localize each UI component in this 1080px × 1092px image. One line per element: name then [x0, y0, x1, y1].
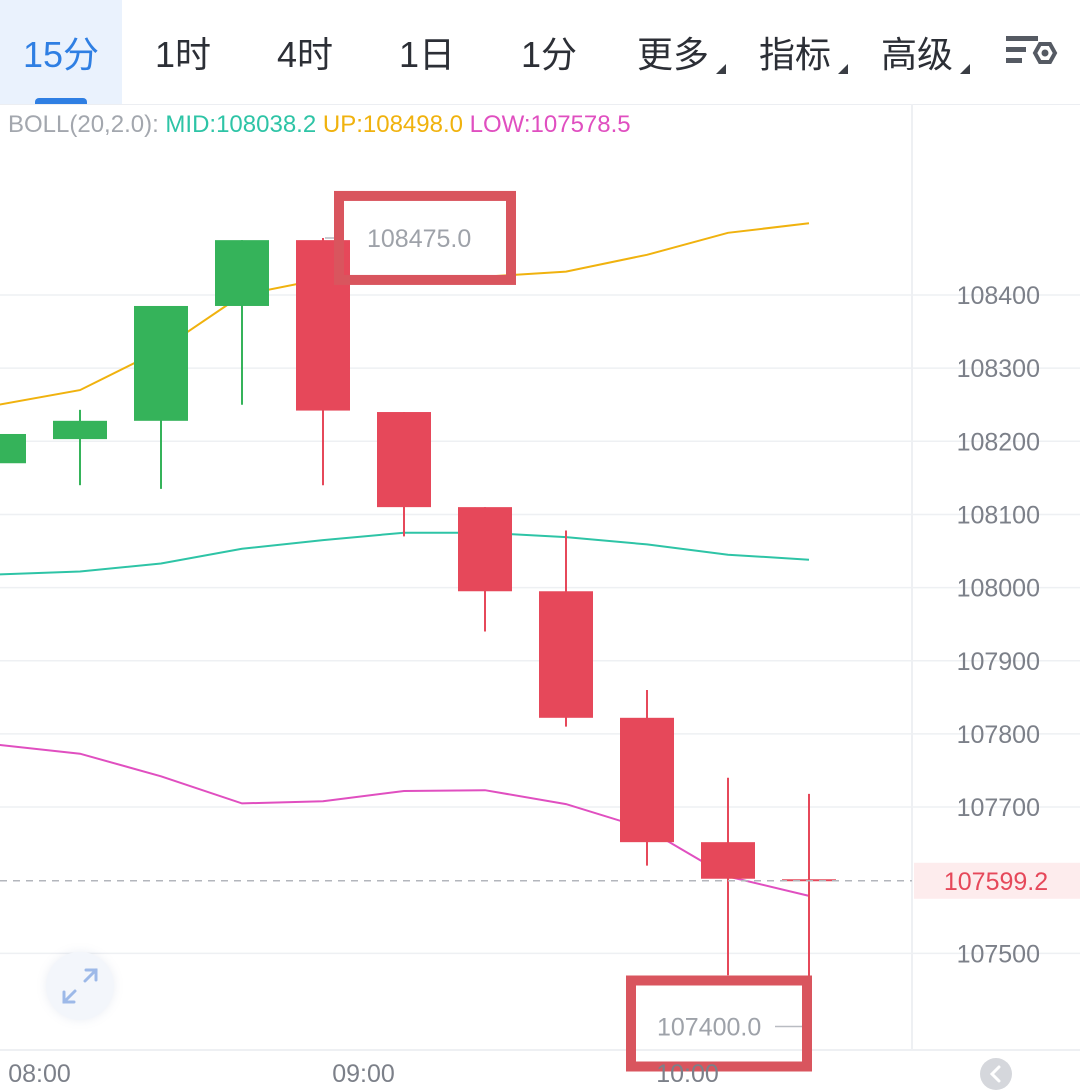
tab-1m[interactable]: 1分 — [520, 34, 578, 75]
candle-body — [377, 412, 431, 508]
boll-bands — [0, 222, 810, 897]
k-line-toggle-button[interactable] — [980, 1058, 1012, 1090]
x-tick-label: 09:00 — [332, 1060, 395, 1088]
timeframe-tab-bar: 15分 1时 4时 1日 1分 更多 指标 高级 — [0, 0, 1080, 105]
y-tick-label: 108400 — [957, 282, 1040, 310]
candle-body — [53, 420, 107, 440]
indicators-dropdown-caret-icon — [838, 64, 848, 74]
boll-legend-up: UP:108498.0 — [322, 111, 463, 138]
tab-1d[interactable]: 1日 — [398, 34, 456, 75]
y-tick-label: 107500 — [957, 940, 1040, 968]
chart-settings-icon — [1006, 36, 1058, 64]
boll-indicator-legend: BOLL(20,2.0): MID:108038.2 UP:108498.0 L… — [8, 108, 631, 142]
boll-legend-name: BOLL(20,2.0): — [8, 111, 159, 138]
expand-arrows-icon — [62, 968, 98, 1004]
y-tick-label: 107900 — [957, 648, 1040, 676]
candle[interactable] — [377, 412, 431, 537]
low-price-marker: 107400.0 — [626, 975, 812, 1072]
x-tick-label: 08:00 — [8, 1060, 71, 1088]
high-price-marker: 108475.0 — [325, 190, 516, 285]
fullscreen-button[interactable] — [46, 952, 114, 1020]
last-price-line: 107599.2 — [0, 862, 1080, 899]
candle-body — [134, 305, 188, 421]
y-axis: 108400 108300 108200 108100 108000 107900 1078… — [957, 282, 1040, 968]
boll-legend-mid: MID:108038.2 — [165, 111, 317, 138]
candle[interactable] — [53, 409, 107, 486]
candle[interactable] — [134, 305, 188, 489]
boll-mid-line — [0, 531, 810, 576]
tab-advanced[interactable]: 高级 — [880, 34, 953, 75]
low-marker-label: 107400.0 — [657, 1014, 761, 1042]
tab-indicators[interactable]: 指标 — [758, 34, 831, 75]
candle-body — [539, 591, 593, 718]
candle-body — [620, 717, 674, 843]
boll-legend-low: LOW:107578.5 — [469, 111, 631, 138]
last-price-tag — [914, 862, 1080, 899]
last-price-label: 107599.2 — [944, 868, 1048, 896]
y-tick-label: 107800 — [957, 721, 1040, 749]
high-marker-highlight-box — [334, 190, 516, 285]
candle-body — [701, 842, 755, 879]
y-tick-label: 108100 — [957, 501, 1040, 529]
tab-more[interactable]: 更多 — [636, 34, 709, 75]
candle-body — [458, 507, 512, 592]
y-tick-label: 107700 — [957, 794, 1040, 822]
advanced-dropdown-caret-icon — [960, 64, 970, 74]
candle[interactable] — [215, 240, 269, 405]
candle-body — [0, 433, 26, 464]
x-tick-label: 10:00 — [656, 1060, 719, 1088]
high-low-markers: 108475.0 107400.0 — [325, 190, 812, 1072]
chevron-left-icon — [989, 1065, 1001, 1083]
y-tick-label: 108000 — [957, 575, 1040, 603]
tab-1h[interactable]: 1时 — [154, 34, 212, 75]
candle[interactable] — [701, 777, 755, 976]
candle[interactable] — [458, 507, 512, 632]
chart-settings-button[interactable] — [1000, 30, 1060, 76]
high-marker-label: 108475.0 — [367, 225, 471, 253]
candle-body — [215, 240, 269, 306]
candles — [0, 237, 836, 1027]
chart-grid — [0, 104, 1080, 1051]
more-dropdown-caret-icon — [716, 64, 726, 74]
candle[interactable] — [539, 530, 593, 727]
candle[interactable] — [0, 433, 26, 478]
tab-4h[interactable]: 4时 — [276, 34, 334, 75]
y-tick-label: 108300 — [957, 355, 1040, 383]
low-marker-highlight-box — [626, 975, 812, 1072]
boll-low-line — [0, 744, 810, 897]
y-tick-label: 108200 — [957, 428, 1040, 456]
candle[interactable] — [620, 690, 674, 866]
x-axis: 08:00 09:00 10:00 — [8, 1060, 719, 1088]
tab-15m[interactable]: 15分 — [0, 0, 122, 104]
